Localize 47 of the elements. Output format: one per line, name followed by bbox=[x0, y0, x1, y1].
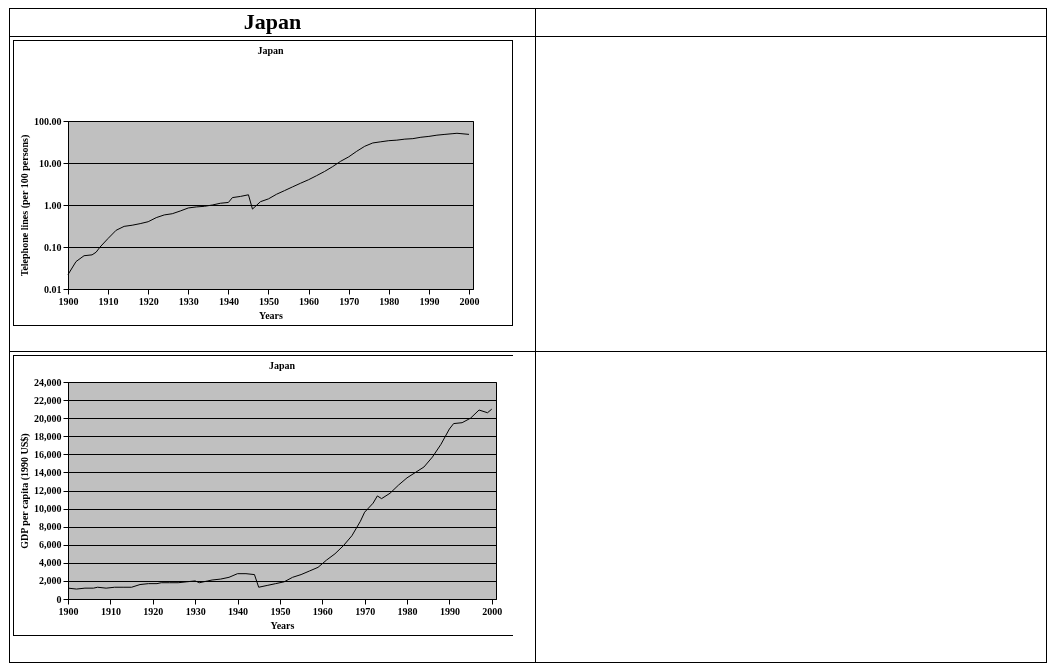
y-tick-label: 16,000 bbox=[34, 448, 62, 460]
y-tick-label: 2,000 bbox=[39, 575, 62, 587]
x-tick-label: 1960 bbox=[299, 295, 320, 307]
y-tick-label: 6,000 bbox=[39, 539, 62, 551]
y-tick-label: 10.00 bbox=[39, 157, 62, 169]
y-tick-label: 0.01 bbox=[44, 283, 62, 295]
x-tick-label: 1920 bbox=[138, 295, 159, 307]
x-tick-label: 1940 bbox=[218, 295, 239, 307]
x-tick-label: 1920 bbox=[143, 605, 164, 617]
y-tick-label: 20,000 bbox=[34, 412, 62, 424]
y-tick-label: 18,000 bbox=[34, 430, 62, 442]
x-tick-label: 1900 bbox=[58, 605, 79, 617]
x-tick-label: 2000 bbox=[459, 295, 480, 307]
x-tick-label: 2000 bbox=[482, 605, 503, 617]
y-tick-label: 22,000 bbox=[34, 394, 62, 406]
y-axis-title: Telephone lines (per 100 persons) bbox=[19, 134, 31, 277]
y-axis-title: GDP per capita (1990 US$) bbox=[19, 433, 31, 549]
y-tick-label: 0.10 bbox=[44, 241, 62, 253]
y-tick-label: 12,000 bbox=[34, 485, 62, 496]
x-tick-label: 1950 bbox=[259, 295, 279, 307]
y-tick-label: 100.00 bbox=[34, 115, 62, 127]
y-tick-label: 4,000 bbox=[39, 557, 62, 569]
x-axis-title: Years bbox=[270, 619, 295, 631]
x-tick-label: 1990 bbox=[419, 295, 440, 307]
text: Japan bbox=[9, 8, 536, 37]
x-tick-label: 1900 bbox=[58, 295, 79, 307]
x-tick-label: 1960 bbox=[312, 605, 333, 617]
x-tick-label: 1910 bbox=[100, 605, 121, 617]
y-tick-label: 8,000 bbox=[39, 521, 62, 533]
x-tick-label: 1990 bbox=[439, 605, 460, 617]
x-tick-label: 1970 bbox=[355, 605, 376, 617]
y-tick-label: 24,000 bbox=[34, 376, 62, 388]
x-tick-label: 1930 bbox=[185, 605, 206, 617]
chart-title: Japan bbox=[257, 45, 284, 56]
y-tick-label: 1.00 bbox=[44, 199, 62, 211]
y-tick-label: 0 bbox=[56, 593, 62, 605]
x-tick-label: 1940 bbox=[228, 605, 248, 617]
x-axis-title: Years bbox=[259, 309, 284, 321]
y-tick-label: 14,000 bbox=[34, 466, 62, 478]
x-tick-label: 1980 bbox=[397, 605, 418, 617]
x-tick-label: 1980 bbox=[379, 295, 400, 307]
x-tick-label: 1950 bbox=[270, 605, 291, 617]
chart-title: Japan bbox=[268, 360, 296, 371]
x-tick-label: 1970 bbox=[339, 295, 360, 307]
x-tick-label: 1910 bbox=[98, 295, 119, 307]
x-tick-label: 1930 bbox=[178, 295, 199, 307]
y-tick-label: 10,000 bbox=[34, 503, 62, 515]
